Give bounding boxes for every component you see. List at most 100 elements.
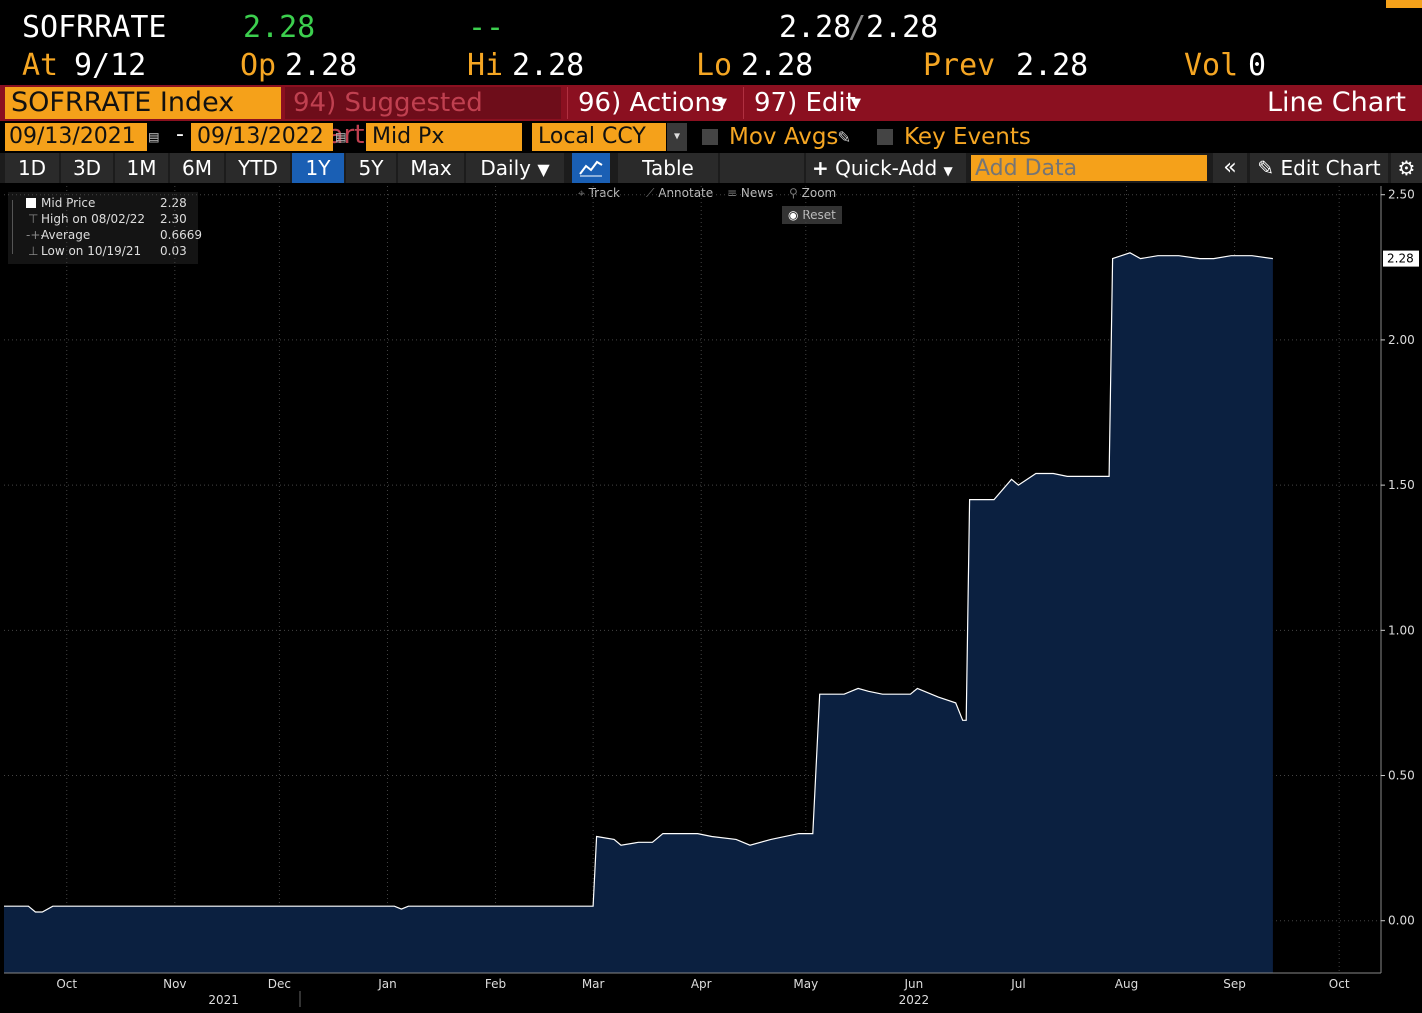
x-tick-label: Nov [163, 977, 186, 991]
reset-button[interactable]: ◉ Reset [782, 206, 842, 224]
field-select[interactable]: Mid Px [366, 123, 522, 151]
mov-avgs-checkbox[interactable] [702, 129, 718, 145]
key-events-label: Key Events [904, 124, 1031, 150]
edit-label: 97) Edit [754, 88, 856, 118]
pencil-icon[interactable]: ✎ [838, 124, 851, 148]
period-button-5y[interactable]: 5Y [346, 153, 396, 183]
low-marker-icon: ⊥ [28, 244, 39, 258]
period-button-1y[interactable]: 1Y [292, 153, 344, 183]
suggested-charts-button[interactable]: 94) Suggested Charts [285, 87, 561, 150]
edit-button[interactable]: 97) Edit ▼ [743, 87, 873, 119]
volume-label: Vol [1184, 48, 1239, 83]
x-tick-label: May [793, 977, 818, 991]
high-value: 2.28 [512, 48, 585, 83]
actions-button[interactable]: 96) Actions ▼ [567, 87, 739, 119]
x-tick-label: Mar [582, 977, 605, 991]
series-line [4, 252, 1273, 913]
currency-dropdown-icon[interactable]: ▼ [667, 123, 687, 151]
edit-chart-label: Edit Chart [1280, 156, 1381, 180]
y-tick-label: 0.00 [1388, 914, 1415, 928]
y-tick-label: 2.00 [1388, 333, 1415, 347]
legend-mid-price[interactable]: Mid Price 2.28 [20, 195, 192, 211]
crosshair-icon: ⌖ [578, 186, 585, 200]
mid-price-swatch-icon [26, 198, 36, 208]
period-button-1d[interactable]: 1D [5, 153, 59, 183]
at-label: At [22, 48, 59, 83]
bid-ask-separator: / [848, 10, 867, 45]
reset-icon: ◉ [788, 208, 799, 222]
x-tick-label: Jan [377, 977, 397, 991]
edit-chart-button[interactable]: ✎ Edit Chart [1250, 153, 1388, 183]
legend-average-label: Average [41, 228, 91, 242]
prev-label: Prev [923, 48, 996, 83]
period-button-6m[interactable]: 6M [170, 153, 224, 183]
y-tick-label: 2.50 [1388, 188, 1415, 202]
plus-icon: + [812, 156, 829, 180]
line-chart-icon[interactable] [572, 153, 610, 183]
x-tick-label: Oct [1329, 977, 1350, 991]
legend-average-value: 0.6669 [160, 228, 202, 242]
security-field[interactable]: SOFRRATE Index [5, 87, 281, 119]
high-marker-icon: ⊤ [28, 212, 39, 226]
last-price: 2.28 [243, 10, 316, 45]
frequency-caret-icon: ▼ [537, 160, 550, 179]
x-tick-label: Apr [691, 977, 712, 991]
legend-mid-price-value: 2.28 [160, 196, 187, 210]
legend-tree-line [12, 200, 13, 254]
quick-add-button[interactable]: + Quick-Add ▼ [806, 153, 966, 183]
actions-caret-icon: ▼ [717, 96, 727, 111]
series-area [4, 252, 1273, 974]
annotate-tool[interactable]: ⟋ Annotate [646, 186, 713, 201]
corner-indicator [1386, 0, 1422, 8]
x-tick-label: Feb [485, 977, 506, 991]
table-button[interactable]: Table [618, 153, 718, 183]
y-tick-label: 1.50 [1388, 478, 1415, 492]
legend-low: ⊥ Low on 10/19/21 0.03 [20, 243, 192, 259]
reset-label: Reset [802, 208, 836, 222]
chart-legend: Mid Price 2.28 ⊤ High on 08/02/22 2.30 -… [8, 192, 202, 264]
x-tick-label: Dec [268, 977, 291, 991]
start-calendar-icon[interactable]: ▤ [149, 127, 159, 146]
quick-add-label: Quick-Add [835, 156, 938, 180]
actions-label: 96) Actions [578, 88, 725, 118]
last-value-marker [1383, 250, 1419, 267]
frequency-select[interactable]: Daily ▼ [466, 153, 564, 183]
key-events-checkbox[interactable] [877, 129, 893, 145]
period-button-1m[interactable]: 1M [115, 153, 168, 183]
price-chart[interactable]: 2.50 2.00 1.50 1.00 0.50 0.00 2.28 Oct Nov Dec Jan… [0, 183, 1422, 1013]
volume-value: 0 [1248, 48, 1267, 83]
net-change: -- [468, 10, 505, 45]
x-tick-label: Sep [1223, 977, 1246, 991]
collapse-icon[interactable]: « [1213, 153, 1247, 183]
date-range-dash: - [176, 122, 184, 147]
ask-price: 2.28 [866, 10, 939, 45]
news-icon: ≡ [727, 186, 738, 200]
chart-type-title: Line Chart [1266, 87, 1406, 118]
toolbar-spacer [720, 153, 804, 183]
x-tick-label: Jun [903, 977, 923, 991]
period-button-3d[interactable]: 3D [61, 153, 113, 183]
quick-add-caret-icon: ▼ [943, 164, 953, 178]
period-button-ytd[interactable]: YTD [226, 153, 290, 183]
period-button-max[interactable]: Max [398, 153, 464, 183]
legend-low-label: Low on 10/19/21 [41, 244, 142, 258]
frequency-label: Daily [480, 156, 531, 180]
end-calendar-icon[interactable]: ▤ [336, 127, 346, 146]
ticker: SOFRRATE [22, 10, 167, 45]
currency-select[interactable]: Local CCY [532, 123, 666, 151]
news-tool[interactable]: ≡ News [727, 186, 773, 200]
start-date-input[interactable]: 09/13/2021 [5, 123, 147, 151]
zoom-tool[interactable]: ⚲ Zoom [789, 186, 836, 200]
y-tick-label: 1.00 [1388, 623, 1415, 637]
legend-high-value: 2.30 [160, 212, 187, 226]
news-label: News [740, 186, 774, 200]
legend-mid-price-label: Mid Price [41, 196, 96, 210]
add-data-input[interactable] [971, 155, 1207, 181]
end-date-input[interactable]: 09/13/2022 [191, 123, 333, 151]
track-tool[interactable]: ⌖ Track [578, 186, 620, 201]
legend-average: -+- Average 0.6669 [20, 227, 202, 243]
magnifier-icon: ⚲ [789, 186, 798, 200]
settings-gear-icon[interactable]: ⚙ [1391, 153, 1422, 183]
x-tick-label: Jul [1010, 977, 1025, 991]
x-tick-label: Oct [56, 977, 77, 991]
